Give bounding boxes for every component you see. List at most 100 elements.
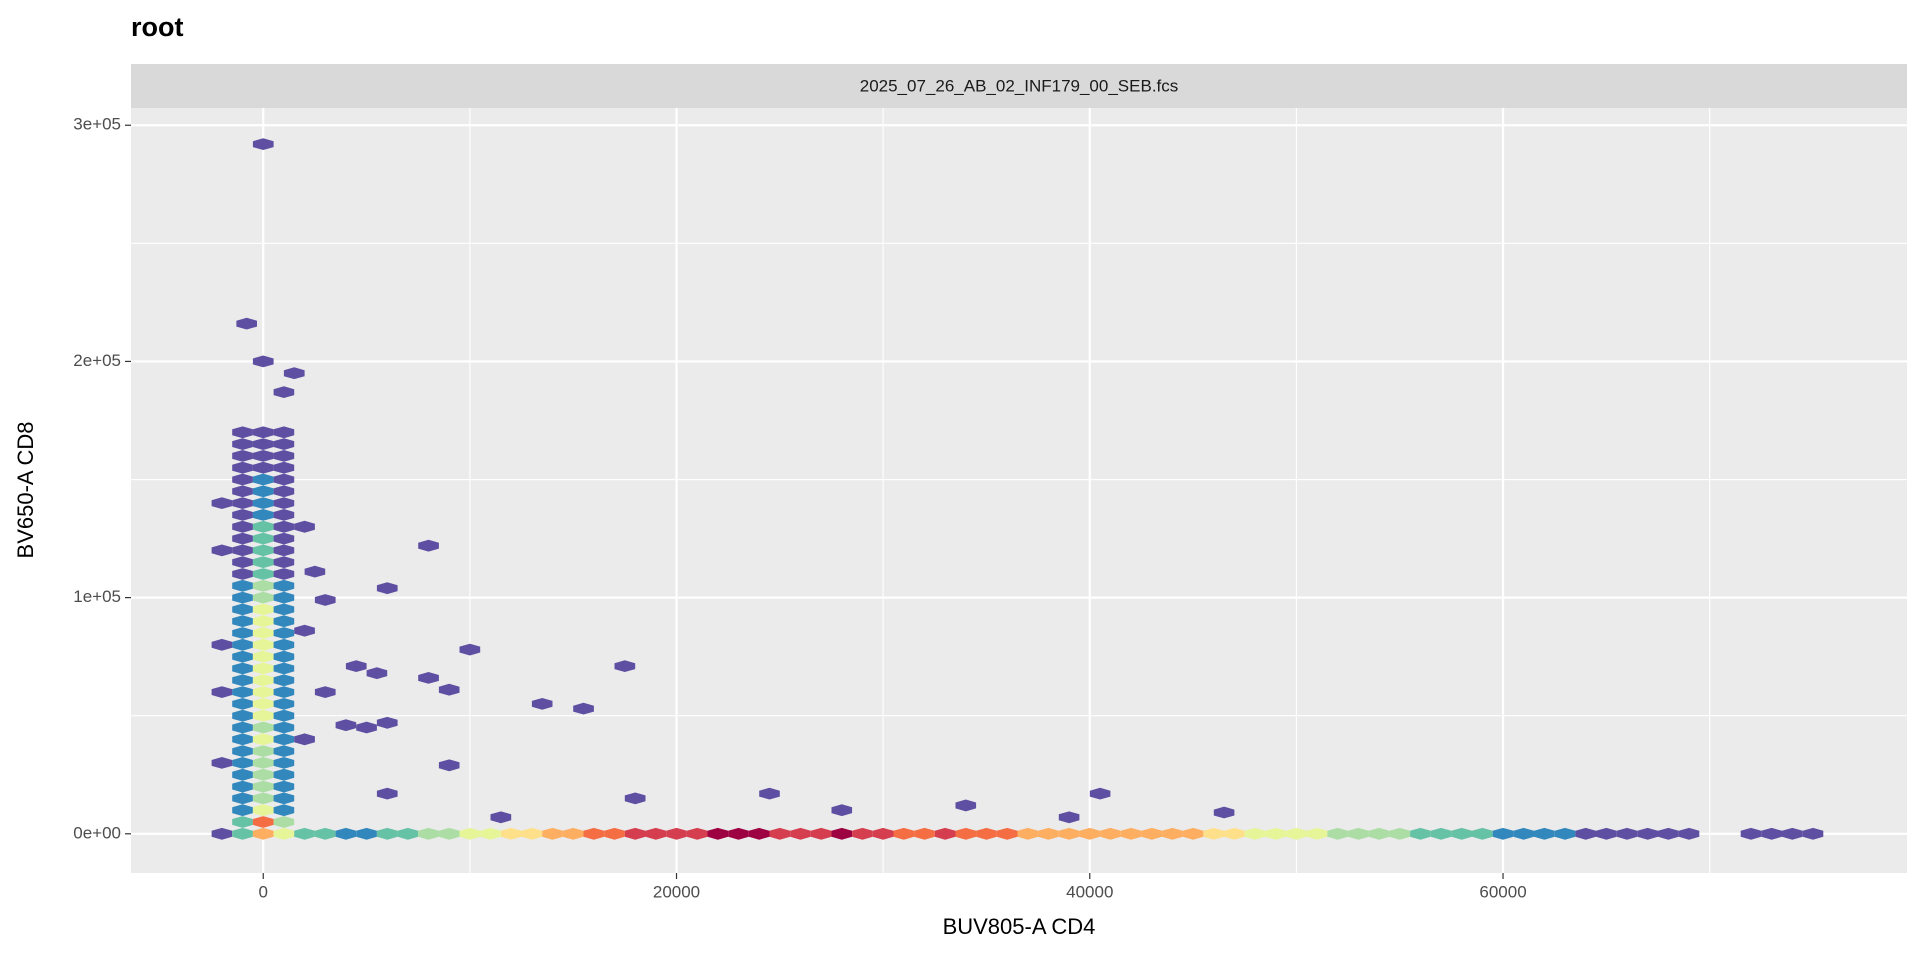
- hex-cell: [1058, 827, 1080, 840]
- x-tick-label: 40000: [1066, 882, 1113, 901]
- hex-cell: [252, 520, 274, 533]
- hex-cell: [1410, 827, 1431, 840]
- hex-cell: [252, 827, 274, 840]
- hex-cell: [1089, 787, 1111, 800]
- hex-cell: [728, 827, 749, 840]
- hex-cell: [273, 709, 295, 722]
- hex-cell: [273, 792, 295, 805]
- hex-cell: [562, 827, 584, 840]
- hex-cell: [976, 827, 997, 840]
- hex-cell: [769, 827, 791, 840]
- hex-cell: [232, 792, 253, 805]
- hex-cell: [232, 509, 253, 521]
- hex-cell: [1162, 827, 1183, 840]
- hex-cell: [1513, 827, 1534, 840]
- hex-cell: [273, 627, 295, 639]
- y-tick-label: 2e+05: [73, 351, 121, 370]
- hex-cell: [273, 603, 295, 616]
- hex-cell: [1244, 827, 1266, 840]
- hex-cell: [314, 827, 336, 840]
- hex-cell: [1306, 827, 1328, 840]
- hex-cell: [1368, 827, 1390, 840]
- hex-cell: [314, 686, 336, 698]
- hex-cell: [996, 827, 1018, 840]
- hex-cell: [273, 674, 295, 687]
- hex-cell: [232, 556, 253, 569]
- hex-cell: [252, 556, 274, 569]
- hex-cell: [252, 780, 274, 793]
- hex-cell: [1327, 827, 1349, 840]
- hex-cell: [252, 355, 274, 368]
- hex-cell: [1802, 827, 1824, 840]
- chart-title: root: [131, 12, 183, 42]
- hex-cell: [252, 532, 274, 545]
- hex-cell: [273, 745, 295, 757]
- hex-cell: [252, 792, 274, 805]
- hex-cell: [273, 579, 295, 592]
- hex-cell: [1761, 827, 1782, 840]
- hex-cell: [252, 638, 274, 651]
- hex-cell: [232, 520, 253, 533]
- hex-cell: [252, 497, 274, 509]
- hex-cell: [236, 317, 257, 330]
- hex-cell: [624, 827, 646, 840]
- y-tick-label: 3e+05: [73, 115, 121, 134]
- hex-cell: [1203, 827, 1225, 840]
- hex-cell: [1120, 827, 1142, 840]
- hex-cell: [252, 544, 274, 557]
- hex-cell: [438, 759, 460, 772]
- hex-cell: [273, 386, 295, 398]
- hex-cell: [356, 827, 377, 840]
- hex-cell: [252, 138, 274, 150]
- hex-cell: [294, 520, 315, 533]
- hex-cell: [252, 733, 274, 746]
- hex-cell: [232, 745, 253, 757]
- hex-cell: [1182, 827, 1204, 840]
- hex-cell: [893, 827, 915, 840]
- hex-cell: [480, 827, 501, 840]
- hex-cell: [273, 686, 295, 698]
- hex-cell: [614, 660, 636, 672]
- hex-cell: [252, 426, 274, 439]
- hex-cell: [232, 816, 253, 828]
- hex-cell: [521, 827, 543, 840]
- hex-cell: [790, 827, 811, 840]
- hex-cell: [232, 591, 253, 604]
- hex-cell: [232, 603, 253, 616]
- hex-cell: [831, 827, 853, 840]
- hex-cell: [252, 627, 274, 639]
- hex-cell: [1100, 827, 1121, 840]
- hex-cell: [376, 787, 398, 800]
- hex-cell: [273, 473, 295, 486]
- hex-cell: [1389, 827, 1411, 840]
- hex-cell: [273, 497, 295, 509]
- hex-cell: [955, 827, 977, 840]
- hex-cell: [252, 568, 274, 580]
- hex-cell: [273, 485, 295, 498]
- hex-cell: [273, 509, 295, 521]
- hex-cell: [759, 787, 780, 800]
- hex-cell: [438, 827, 460, 840]
- hex-cell: [232, 473, 253, 486]
- y-tick-label: 0e+00: [73, 823, 121, 842]
- hex-cell: [273, 426, 295, 439]
- hex-cell: [211, 638, 233, 651]
- hex-cell: [232, 674, 253, 687]
- x-tick-label: 20000: [653, 882, 700, 901]
- hex-cell: [232, 638, 253, 651]
- hex-cell: [211, 827, 233, 840]
- hex-cell: [294, 827, 315, 840]
- panel: [131, 108, 1907, 873]
- hex-cell: [252, 698, 274, 710]
- y-axis-label: BV650-A CD8: [13, 422, 38, 559]
- hex-cell: [273, 615, 295, 628]
- hex-cell: [252, 461, 274, 474]
- hex-cell: [438, 683, 460, 696]
- hex-cell: [252, 721, 274, 734]
- hex-cell: [604, 827, 625, 840]
- hex-cell: [232, 579, 253, 592]
- hex-cell: [314, 594, 336, 606]
- hex-cell: [810, 827, 832, 840]
